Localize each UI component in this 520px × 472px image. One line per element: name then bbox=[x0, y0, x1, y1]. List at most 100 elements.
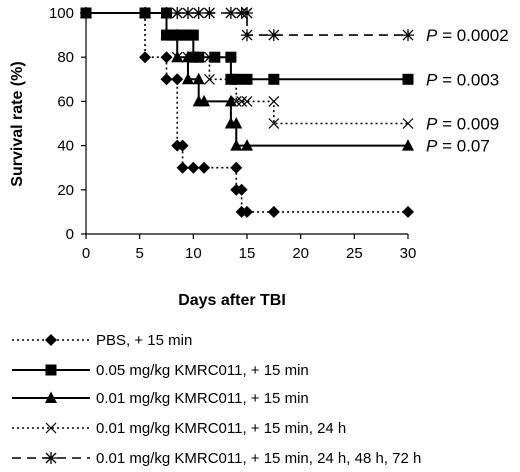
legend-label: PBS, + 15 min bbox=[96, 332, 192, 349]
triangle-marker bbox=[230, 139, 243, 151]
axes: 0 20 40 60 80 100 0 5 10 15 20 25 30 bbox=[49, 5, 416, 262]
p-symbol: P bbox=[426, 70, 438, 89]
x-marker bbox=[171, 29, 183, 41]
diamond-marker bbox=[402, 205, 414, 218]
triangle-marker bbox=[230, 117, 243, 129]
legend-item-1: PBS, + 15 min bbox=[12, 332, 192, 349]
diamond-marker bbox=[171, 73, 184, 86]
x-marker bbox=[236, 95, 248, 107]
asterisk-marker bbox=[80, 7, 92, 19]
asterisk-marker bbox=[203, 7, 216, 19]
y-tick-label: 80 bbox=[57, 49, 74, 66]
x-marker bbox=[204, 73, 215, 85]
legend: PBS, + 15 min 0.05 mg/kg KMRC011, + 15 mi… bbox=[12, 332, 421, 467]
diamond-marker bbox=[198, 161, 211, 174]
x-marker bbox=[268, 95, 280, 107]
square-marker bbox=[268, 73, 280, 85]
triangle-marker bbox=[241, 139, 253, 151]
triangle-marker bbox=[402, 139, 414, 151]
x-tick-label: 20 bbox=[292, 245, 309, 262]
diamond-marker bbox=[176, 161, 189, 174]
asterisk-marker bbox=[224, 7, 237, 19]
x-marker bbox=[268, 118, 280, 129]
x-marker bbox=[402, 118, 414, 129]
x-tick-label: 5 bbox=[135, 245, 143, 262]
diamond-marker bbox=[176, 139, 189, 152]
triangle-marker bbox=[198, 94, 211, 107]
asterisk-marker bbox=[241, 29, 253, 42]
asterisk-marker bbox=[171, 7, 184, 19]
legend-label: 0.01 mg/kg KMRC011, + 15 min, 24 h, 48 h… bbox=[96, 450, 421, 467]
diamond-marker bbox=[235, 183, 248, 196]
series-5 bbox=[80, 7, 414, 42]
x-marker bbox=[45, 422, 57, 434]
p-symbol: P bbox=[426, 26, 438, 45]
square-marker bbox=[209, 51, 221, 63]
asterisk-marker bbox=[45, 452, 57, 464]
y-tick-label: 0 bbox=[66, 226, 74, 243]
series-layer bbox=[80, 6, 414, 218]
series-line bbox=[86, 12, 408, 125]
x-marker bbox=[241, 95, 253, 107]
legend-label: 0.01 mg/kg KMRC011, + 15 min bbox=[96, 390, 309, 407]
x-marker bbox=[161, 29, 172, 41]
legend-label: 0.05 mg/kg KMRC011, + 15 min bbox=[96, 362, 309, 379]
x-marker bbox=[204, 51, 215, 63]
asterisk-marker bbox=[160, 7, 173, 19]
x-tick-label: 25 bbox=[346, 245, 363, 262]
y-axis-title: Survival rate (%) bbox=[9, 61, 26, 186]
series-line bbox=[86, 12, 408, 213]
legend-item-2: 0.05 mg/kg KMRC011, + 15 min bbox=[12, 362, 309, 379]
square-marker bbox=[45, 364, 57, 376]
asterisk-marker bbox=[192, 7, 205, 19]
y-tick-label: 20 bbox=[57, 182, 74, 199]
y-tick-label: 40 bbox=[57, 138, 74, 155]
square-marker bbox=[225, 51, 237, 63]
square-marker bbox=[241, 73, 253, 85]
diamond-marker bbox=[160, 51, 173, 64]
diamond-marker bbox=[230, 161, 243, 174]
asterisk-marker bbox=[181, 7, 194, 19]
y-tick-label: 60 bbox=[57, 93, 74, 110]
p-value-number: = 0.003 bbox=[437, 70, 499, 89]
p-value-label: P = 0.07 bbox=[426, 137, 490, 156]
legend-item-5: 0.01 mg/kg KMRC011, + 15 min, 24 h, 48 h… bbox=[12, 450, 421, 467]
p-symbol: P bbox=[426, 137, 438, 156]
x-axis-title: Days after TBI bbox=[178, 292, 286, 309]
x-marker bbox=[230, 73, 242, 85]
p-value-label: P = 0.0002 bbox=[426, 26, 509, 45]
p-value-label: P = 0.003 bbox=[426, 70, 499, 89]
x-marker bbox=[182, 51, 194, 63]
p-value-number: = 0.0002 bbox=[437, 26, 508, 45]
diamond-marker bbox=[241, 205, 253, 218]
square-marker bbox=[187, 29, 199, 41]
diamond-marker bbox=[267, 205, 280, 218]
x-tick-label: 10 bbox=[185, 245, 202, 262]
p-value-number: = 0.009 bbox=[437, 115, 499, 134]
diamond-marker bbox=[45, 334, 57, 346]
asterisk-marker bbox=[402, 29, 414, 42]
square-marker bbox=[402, 73, 414, 85]
triangle-marker bbox=[181, 72, 194, 85]
asterisk-marker bbox=[267, 29, 280, 42]
asterisk-marker bbox=[139, 7, 152, 19]
p-symbol: P bbox=[426, 115, 438, 134]
x-marker bbox=[230, 95, 242, 107]
x-tick-label: 15 bbox=[239, 245, 256, 262]
x-tick-label: 0 bbox=[82, 245, 90, 262]
diamond-marker bbox=[187, 161, 200, 174]
legend-item-3: 0.01 mg/kg KMRC011, + 15 min bbox=[12, 390, 309, 407]
y-tick-label: 100 bbox=[49, 5, 74, 22]
legend-label: 0.01 mg/kg KMRC011, + 15 min, 24 h bbox=[96, 420, 346, 437]
triangle-marker bbox=[192, 72, 205, 85]
p-value-number: = 0.07 bbox=[437, 137, 489, 156]
series-4 bbox=[80, 7, 414, 129]
asterisk-marker bbox=[241, 7, 253, 19]
diamond-marker bbox=[160, 73, 173, 86]
x-tick-label: 30 bbox=[400, 245, 417, 262]
legend-item-4: 0.01 mg/kg KMRC011, + 15 min, 24 h bbox=[12, 420, 346, 437]
triangle-marker bbox=[45, 391, 57, 403]
x-marker bbox=[171, 51, 183, 63]
